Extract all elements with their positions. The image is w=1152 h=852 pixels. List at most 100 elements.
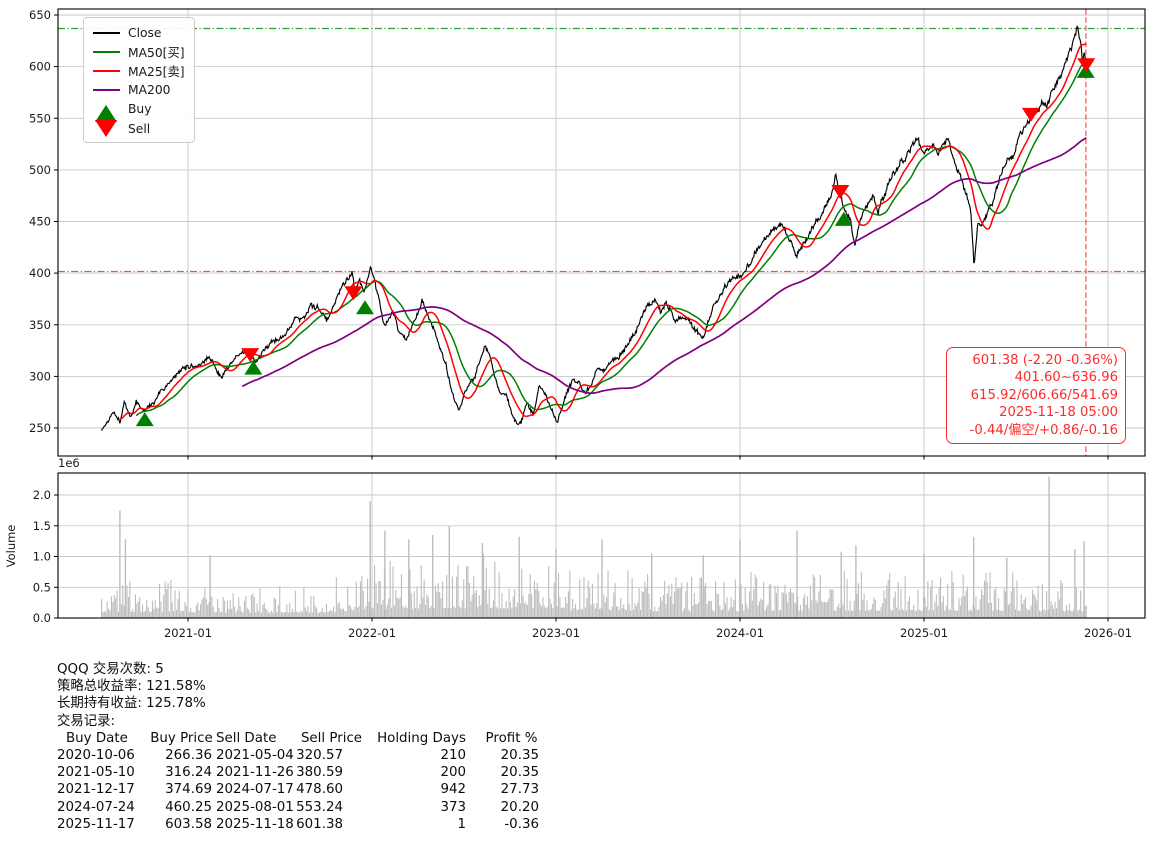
volume-bar <box>386 604 388 618</box>
volume-bar <box>732 607 734 618</box>
volume-bar <box>937 606 939 618</box>
volume-bar <box>865 610 867 618</box>
volume-bar <box>521 568 523 618</box>
volume-bar <box>628 603 630 618</box>
volume-bar <box>1054 602 1056 618</box>
volume-bar <box>211 596 213 618</box>
volume-bar <box>1012 572 1014 618</box>
volume-bar <box>859 609 861 618</box>
volume-bar <box>105 611 107 618</box>
volume-bar <box>427 597 429 618</box>
volume-bar <box>969 609 971 618</box>
volume-bar <box>634 603 636 618</box>
trade-cell: 1 <box>457 816 466 832</box>
volume-bar <box>306 610 308 618</box>
volume-bar <box>944 610 946 618</box>
volume-bar <box>867 610 869 618</box>
volume-bar <box>691 576 693 618</box>
volume-bar <box>981 589 983 618</box>
volume-bar <box>863 593 865 618</box>
volume-bar <box>176 610 178 618</box>
volume-bar <box>766 606 768 618</box>
price-tick-label: 650 <box>29 8 51 22</box>
volume-bar <box>896 607 898 618</box>
volume-bar <box>250 595 252 618</box>
trade-cell: 2021-05-10 <box>57 765 135 781</box>
volume-bar <box>640 609 642 618</box>
volume-bar <box>558 573 560 618</box>
volume-bar <box>318 612 320 618</box>
volume-spike-bar <box>601 539 603 618</box>
volume-bar <box>913 605 915 618</box>
trade-cell: 373 <box>440 799 466 815</box>
volume-bar <box>1071 611 1073 618</box>
volume-bar <box>156 607 158 618</box>
volume-bar <box>860 572 862 618</box>
volume-bar <box>243 601 245 618</box>
volume-bar <box>284 612 286 618</box>
volume-bar <box>1033 594 1035 618</box>
trade-cell: 2025-08-01 <box>216 799 294 815</box>
volume-bar <box>689 611 691 618</box>
volume-bar <box>589 588 591 618</box>
price-tick-label: 350 <box>29 318 51 332</box>
volume-bar <box>784 584 786 618</box>
volume-bar <box>583 577 585 618</box>
volume-bar <box>328 610 330 618</box>
volume-bar <box>365 606 367 618</box>
volume-bar <box>388 598 390 618</box>
volume-bar <box>1046 591 1048 618</box>
volume-bar <box>101 599 103 618</box>
volume-bar <box>654 606 656 618</box>
volume-bar <box>553 582 555 618</box>
volume-bar <box>531 594 533 618</box>
trade-cell: 27.73 <box>500 782 539 798</box>
volume-bar <box>190 607 192 618</box>
volume-bar <box>880 606 882 618</box>
legend-line-swatch <box>91 89 121 92</box>
volume-bar <box>439 592 441 618</box>
volume-bar <box>232 593 234 618</box>
volume-bar <box>698 602 700 618</box>
volume-bar <box>642 591 644 618</box>
volume-bar <box>495 606 497 618</box>
volume-spike-bar <box>209 555 211 618</box>
volume-bar <box>335 577 337 618</box>
volume-bar <box>556 606 558 618</box>
price-tick-label: 300 <box>29 369 51 383</box>
volume-spike-bar <box>702 555 704 618</box>
volume-bar <box>258 611 260 618</box>
volume-bar <box>147 607 149 618</box>
volume-bar <box>167 583 169 618</box>
volume-bar <box>515 607 517 618</box>
volume-bar <box>391 607 393 618</box>
volume-bar <box>367 578 369 618</box>
volume-bar <box>286 604 288 618</box>
volume-bar <box>222 597 224 618</box>
volume-spike-bar <box>973 536 975 618</box>
volume-bar <box>907 601 909 618</box>
volume-bar <box>705 582 707 618</box>
volume-spike-bar <box>432 535 434 618</box>
volume-bar <box>741 603 743 618</box>
volume-bar <box>269 612 271 618</box>
volume-bar <box>666 593 668 618</box>
volume-bar <box>108 608 110 618</box>
volume-bar <box>874 599 876 618</box>
volume-bar <box>225 612 227 618</box>
volume-bar <box>142 604 144 618</box>
volume-bar <box>889 573 891 618</box>
volume-bar <box>1022 603 1024 618</box>
trade-cell: 20.35 <box>500 748 539 763</box>
strategy-summary: QQQ 交易次数: 5 策略总收益率: 121.58% 长期持有收益: 125.… <box>57 661 549 833</box>
sell-marker <box>1077 58 1096 73</box>
volume-bar <box>1010 591 1012 618</box>
volume-bar <box>200 604 202 618</box>
volume-bar <box>610 610 612 618</box>
volume-bar <box>838 603 840 618</box>
line-swatch <box>92 50 120 53</box>
volume-bar <box>930 587 932 618</box>
volume-bar <box>924 597 926 618</box>
volume-bar <box>283 612 285 618</box>
